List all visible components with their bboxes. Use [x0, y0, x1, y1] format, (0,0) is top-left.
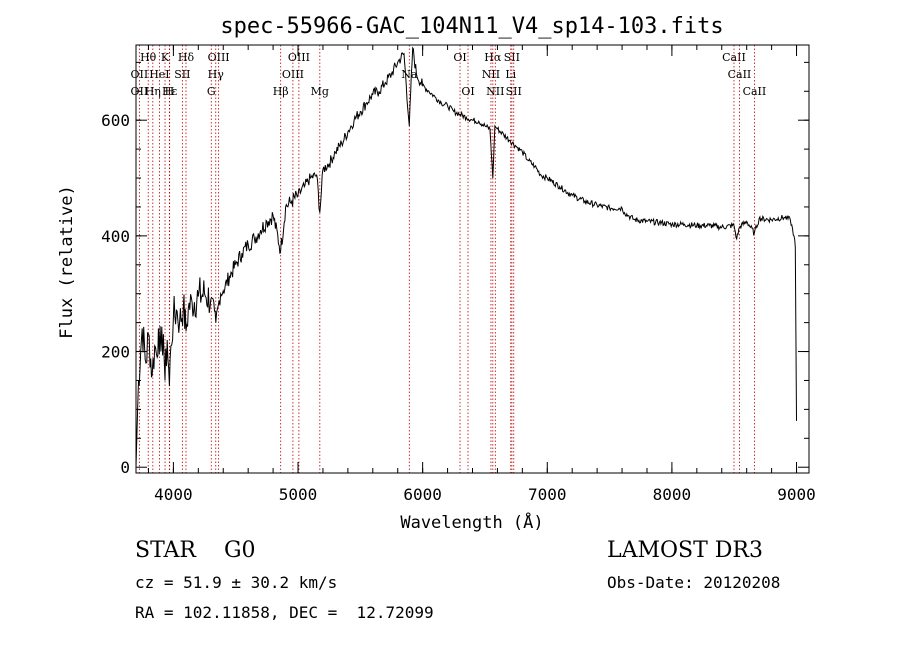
line-marker-label: SII [506, 85, 522, 98]
chart-title: spec-55966-GAC_104N11_V4_sp14-103.fits [220, 14, 723, 39]
star-classification: STAR G0 [135, 538, 256, 563]
line-marker-label: SII [504, 51, 520, 64]
x-tick-label: 5000 [279, 485, 318, 504]
line-marker-label: Na [401, 68, 418, 81]
spectrum-series-line [135, 46, 797, 468]
x-tick-label: 7000 [528, 485, 567, 504]
line-marker-label: Hβ [273, 85, 289, 98]
x-tick-label: 8000 [653, 485, 692, 504]
y-tick-label: 200 [101, 343, 130, 362]
x-axis-label: Wavelength (Å) [400, 511, 543, 533]
line-marker-label: K [161, 51, 170, 64]
line-marker-label: NII [486, 85, 504, 98]
y-tick-label: 400 [101, 227, 130, 246]
line-marker-label: Li [505, 68, 516, 81]
line-marker-label: Hθ [140, 51, 157, 64]
line-marker-label: Hη [145, 85, 161, 98]
redshift-value: cz = 51.9 ± 30.2 km/s [135, 573, 338, 592]
line-marker-label: CaII [743, 85, 767, 98]
y-axis-label: Flux (relative) [57, 185, 77, 339]
line-marker-label: SII [174, 68, 190, 81]
x-tick-label: 9000 [777, 485, 816, 504]
line-marker-label: Hα [484, 51, 502, 64]
line-marker-label: H [165, 85, 175, 98]
x-tick-label: 6000 [403, 485, 442, 504]
y-tick-label: 600 [101, 111, 130, 130]
line-marker-label: OI [453, 51, 466, 64]
line-marker-label: Hδ [178, 51, 195, 64]
line-marker-label: OIII [288, 51, 310, 64]
line-marker-label: OII [131, 68, 149, 81]
line-marker-label: OIII [208, 51, 230, 64]
line-marker-label: Mg [311, 85, 329, 98]
line-marker-label: G [207, 85, 216, 98]
plot-frame [135, 44, 810, 474]
x-tick-label: 4000 [154, 485, 193, 504]
line-marker-label: CaII [722, 51, 746, 64]
line-marker-label: HeI [149, 68, 169, 81]
line-marker-label: NII [482, 68, 500, 81]
plot-axes: 4000 5000 6000 7000 8000 9000 0 200 400 600 [101, 44, 816, 504]
line-marker-label: Hγ [208, 68, 225, 81]
observation-date: Obs-Date: 20120208 [607, 573, 781, 592]
coordinates: RA = 102.11858, DEC = 12.72099 [135, 603, 434, 622]
survey-name: LAMOST DR3 [607, 538, 763, 563]
line-marker-label: OIII [282, 68, 304, 81]
line-marker-label: CaII [728, 68, 752, 81]
y-tick-label: 0 [120, 458, 130, 477]
line-marker-label: OI [461, 85, 474, 98]
